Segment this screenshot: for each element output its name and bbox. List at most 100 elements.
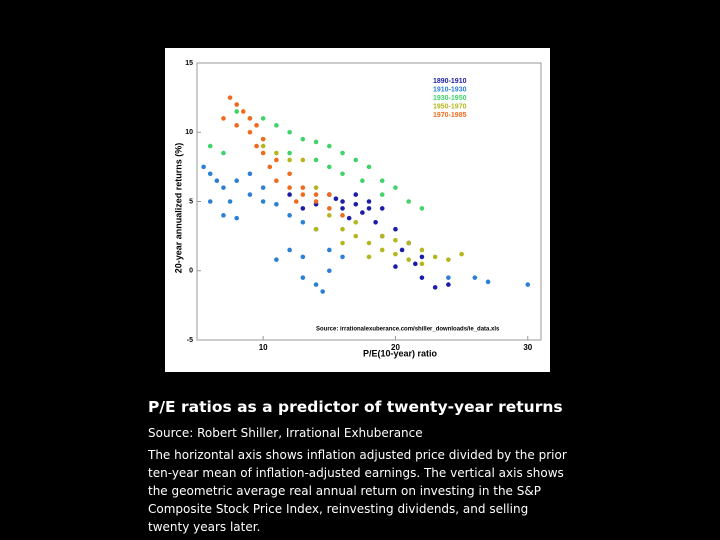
point <box>287 247 292 253</box>
point <box>267 164 273 170</box>
point <box>419 247 425 253</box>
point <box>300 185 306 190</box>
point <box>260 116 266 121</box>
point <box>234 215 239 221</box>
point <box>313 282 319 287</box>
point <box>247 116 253 121</box>
point <box>399 247 405 253</box>
y-tick-label: -5 <box>187 337 193 344</box>
point <box>327 206 332 211</box>
caption: P/E ratios as a predictor of twenty-year… <box>148 398 568 536</box>
point <box>287 185 292 190</box>
point <box>366 240 372 246</box>
point <box>360 178 365 184</box>
point <box>313 157 319 163</box>
point <box>313 139 319 145</box>
point <box>525 282 531 287</box>
point <box>327 268 332 274</box>
point <box>353 157 359 163</box>
point <box>287 213 292 218</box>
point <box>274 178 279 184</box>
legend-label: 1970-1985 <box>433 112 467 119</box>
point <box>393 185 398 190</box>
point <box>221 150 226 156</box>
point <box>446 275 451 280</box>
point <box>366 206 372 211</box>
caption-title: P/E ratios as a predictor of twenty-year… <box>148 398 563 416</box>
legend-label: 1930-1950 <box>433 95 467 102</box>
source-annotation: Source: irrationalexuberance.com/shiller… <box>316 327 500 333</box>
x-tick-label: 10 <box>259 343 268 352</box>
point <box>274 150 279 156</box>
y-tick-label: 5 <box>189 198 193 205</box>
point <box>432 254 438 260</box>
y-tick-label: 0 <box>189 268 193 275</box>
point <box>300 136 306 142</box>
point <box>353 219 359 225</box>
point <box>221 185 226 190</box>
point <box>287 129 292 135</box>
point <box>201 164 206 170</box>
point <box>379 192 385 197</box>
point <box>327 143 332 149</box>
point <box>287 157 292 163</box>
point <box>413 261 418 267</box>
x-axis-label: P/E(10-year) ratio <box>363 348 438 358</box>
point <box>274 157 279 163</box>
point <box>419 254 425 260</box>
point <box>353 201 359 207</box>
point <box>287 171 292 177</box>
point <box>300 157 306 163</box>
point <box>406 257 411 262</box>
point <box>379 247 385 253</box>
point <box>221 116 226 121</box>
point <box>300 192 306 197</box>
point <box>419 275 425 280</box>
point <box>373 219 378 225</box>
point <box>327 164 332 170</box>
chart-background <box>165 48 550 372</box>
point <box>274 123 279 128</box>
legend-label: 1910-1930 <box>433 86 467 93</box>
chart: P/E(10-year) ratio 20-year annualized re… <box>165 48 550 372</box>
point <box>221 213 226 218</box>
point <box>260 185 266 190</box>
point <box>274 257 279 262</box>
point <box>313 185 319 190</box>
point <box>300 275 306 280</box>
y-tick-label: 15 <box>185 60 193 67</box>
point <box>340 171 345 177</box>
point <box>227 199 233 204</box>
legend-label: 1950-1970 <box>433 103 467 110</box>
point <box>333 196 339 202</box>
point <box>366 254 372 260</box>
point <box>293 199 299 204</box>
point <box>459 251 464 257</box>
point <box>346 215 352 221</box>
point <box>254 123 259 128</box>
point <box>379 178 385 184</box>
point <box>300 254 306 260</box>
point <box>227 95 233 100</box>
point <box>207 171 213 177</box>
point <box>287 150 292 156</box>
point <box>419 261 425 267</box>
point <box>300 206 306 211</box>
x-tick-label: 30 <box>523 343 532 352</box>
point <box>287 192 292 197</box>
legend-label: 1890-1910 <box>433 78 467 85</box>
point <box>327 213 332 218</box>
point <box>247 129 253 135</box>
point <box>300 219 306 225</box>
point <box>340 206 345 211</box>
point <box>260 150 266 156</box>
point <box>393 264 398 269</box>
point <box>419 206 425 211</box>
point <box>446 282 451 287</box>
point <box>207 199 213 204</box>
point <box>260 136 266 142</box>
point <box>313 226 319 232</box>
point <box>446 257 451 262</box>
point <box>379 206 385 211</box>
